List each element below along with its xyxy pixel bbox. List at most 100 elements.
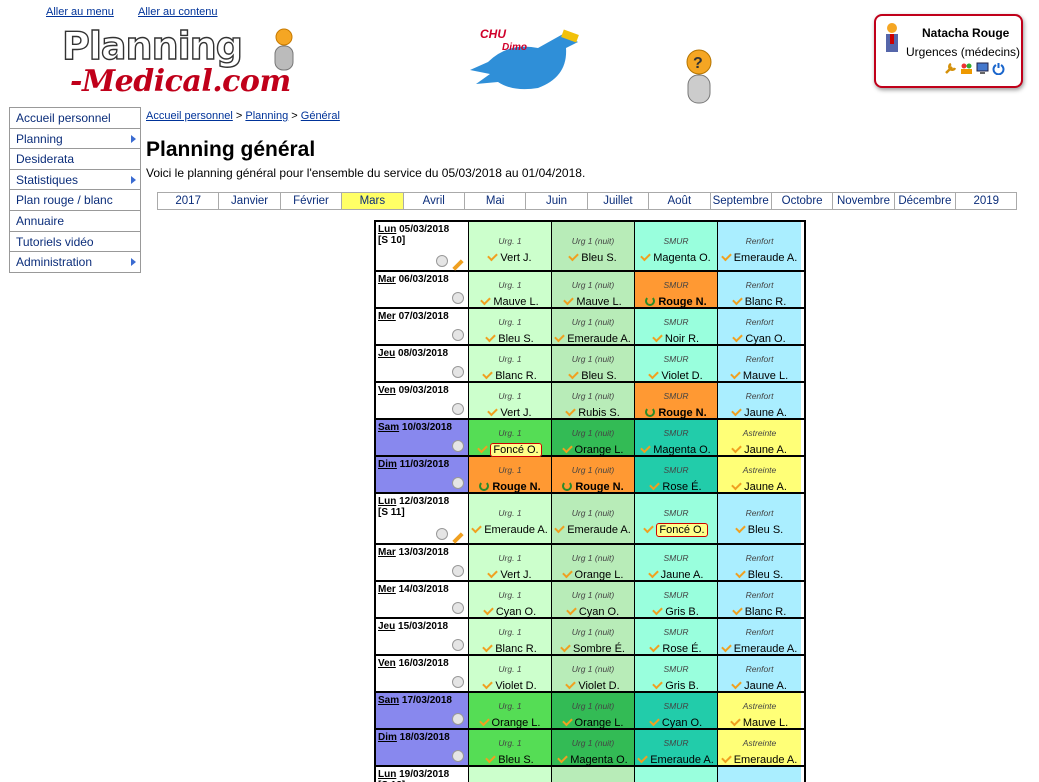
day-name-link[interactable]: Mer (378, 584, 396, 595)
day-name-link[interactable]: Dim (378, 732, 397, 743)
shift-cell[interactable]: SMUR Noir R. (635, 309, 718, 345)
add-icon[interactable] (436, 255, 448, 267)
monitor-icon[interactable] (976, 62, 989, 75)
shift-cell[interactable]: Renfort Emeraude A. (718, 619, 801, 655)
menu-item-administration[interactable]: Administration (10, 252, 140, 272)
logout-power-icon[interactable] (992, 62, 1005, 75)
shift-cell[interactable]: Urg 1 (nuit) Orange L. (552, 693, 635, 729)
add-icon[interactable] (452, 329, 464, 341)
month-link[interactable]: 2019 (973, 195, 1000, 207)
add-icon[interactable] (436, 528, 448, 540)
day-name-link[interactable]: Jeu (378, 348, 396, 359)
add-icon[interactable] (452, 713, 464, 725)
day-name-link[interactable]: Jeu (378, 621, 396, 632)
menu-item-planning[interactable]: Planning (10, 129, 140, 150)
shift-cell[interactable]: SMUR Gris B. (635, 656, 718, 692)
add-icon[interactable] (452, 639, 464, 651)
shift-cell[interactable]: SMUR Rose É. (635, 619, 718, 655)
menu-item-desiderata[interactable]: Desiderata (10, 149, 140, 170)
shift-cell[interactable]: Urg. 1 Vert J. (469, 545, 552, 581)
shift-cell[interactable]: SMUR Cyan O. (635, 693, 718, 729)
add-icon[interactable] (452, 750, 464, 762)
breadcrumb-general-link[interactable]: Général (300, 110, 340, 122)
shift-cell[interactable]: Renfort Mauve L. (718, 346, 801, 382)
menu-item-statistiques[interactable]: Statistiques (10, 170, 140, 191)
shift-cell[interactable]: SMUR Rouge N. (635, 272, 718, 308)
menu-item-accueil-personnel[interactable]: Accueil personnel (10, 108, 140, 129)
add-icon[interactable] (452, 565, 464, 577)
day-name-link[interactable]: Sam (378, 695, 400, 706)
month-link[interactable]: Mai (465, 193, 527, 209)
add-icon[interactable] (452, 676, 464, 688)
shift-cell[interactable]: Urg 1 (nuit) Rubis S. (552, 383, 635, 419)
users-icon[interactable] (960, 62, 973, 75)
day-name-link[interactable]: Mar (378, 547, 396, 558)
shift-cell[interactable]: Urg 1 (nuit) Emeraude A. (552, 309, 635, 345)
day-name-link[interactable]: Mer (378, 311, 396, 322)
add-icon[interactable] (452, 366, 464, 378)
shift-cell[interactable]: SMUR Magenta O. (635, 222, 718, 270)
add-icon[interactable] (452, 440, 464, 452)
shift-cell[interactable]: Urg 1 (nuit) Orange L. (552, 420, 635, 456)
shift-cell[interactable]: Urg 1 (nuit) Cyan O. (552, 582, 635, 618)
add-icon[interactable] (452, 477, 464, 489)
shift-cell[interactable]: Urg. 1 Rouge N. (469, 457, 552, 493)
shift-cell[interactable]: Urg. 1 Blanc R. (469, 619, 552, 655)
shift-cell[interactable]: Urg 1 (nuit) Orange L. (552, 545, 635, 581)
month-link[interactable]: Septembre (711, 193, 772, 209)
shift-cell[interactable]: Urg. 1 Bleu S. (469, 730, 552, 766)
shift-cell[interactable]: Astreinte Emeraude A. (718, 730, 801, 766)
shift-cell[interactable]: SMUR Foncé O. (635, 494, 718, 543)
shift-cell[interactable]: SMUR Violet D. (635, 346, 718, 382)
month-link[interactable]: 2017 (158, 193, 220, 209)
day-name-link[interactable]: Lun (378, 224, 397, 235)
shift-cell[interactable]: Renfort Jaune A. (718, 383, 801, 419)
month-link[interactable]: Avril (404, 193, 465, 209)
settings-wrench-icon[interactable] (944, 62, 957, 75)
shift-cell[interactable]: Urg 1 (nuit) Bleu S. (552, 222, 635, 270)
day-name-link[interactable]: Dim (378, 459, 397, 470)
add-icon[interactable] (452, 292, 464, 304)
breadcrumb-planning-link[interactable]: Planning (245, 110, 289, 122)
shift-cell[interactable]: Urg 1 (nuit) Bleu S. (552, 346, 635, 382)
skip-to-menu-link[interactable]: Aller au menu (46, 6, 114, 18)
shift-cell[interactable]: Renfort Bleu S. (718, 545, 801, 581)
shift-cell[interactable]: Urg. 1 Violet D. (469, 656, 552, 692)
menu-item-tutoriels-vid-o[interactable]: Tutoriels vidéo (10, 232, 140, 253)
skip-to-content-link[interactable]: Aller au contenu (138, 6, 218, 18)
day-name-link[interactable]: Lun (378, 496, 397, 507)
shift-cell[interactable]: SMURRubis S. (635, 767, 718, 782)
shift-cell[interactable]: Urg. 1 Emeraude A. (469, 494, 552, 543)
shift-cell[interactable]: SMUR Emeraude A. (635, 730, 718, 766)
month-link[interactable]: Août (649, 193, 711, 209)
shift-cell[interactable]: Renfort Bleu S. (718, 494, 801, 543)
month-link[interactable]: Mars (342, 193, 404, 209)
edit-pencil-icon[interactable] (452, 532, 464, 544)
shift-cell[interactable]: Urg 1 (nuit) Sombre É. (552, 619, 635, 655)
shift-cell[interactable]: Astreinte Jaune A. (718, 457, 801, 493)
help-icon[interactable]: ? (682, 48, 716, 104)
shift-cell[interactable]: Urg. 1 Bleu S. (469, 309, 552, 345)
shift-cell[interactable]: Urg 1 (nuit) Violet D. (552, 656, 635, 692)
shift-cell[interactable]: SMUR Magenta O. (635, 420, 718, 456)
shift-cell[interactable]: Urg. 1 Mauve L. (469, 272, 552, 308)
shift-cell[interactable]: Urg 1 (nuit) Mauve L. (552, 272, 635, 308)
day-name-link[interactable]: Mar (378, 274, 396, 285)
add-icon[interactable] (452, 403, 464, 415)
month-link[interactable]: Février (281, 193, 343, 209)
month-link[interactable]: Décembre (895, 193, 957, 209)
add-icon[interactable] (452, 602, 464, 614)
shift-cell[interactable]: Urg. 1 Vert J. (469, 383, 552, 419)
shift-cell[interactable]: Urg. 1 Orange L. (469, 693, 552, 729)
shift-cell[interactable]: Urg 1 (nuit) Rouge N. (552, 457, 635, 493)
month-link[interactable]: Novembre (833, 193, 895, 209)
month-link[interactable]: Juin (526, 193, 588, 209)
shift-cell[interactable]: Renfort Cyan O. (718, 309, 801, 345)
menu-item-plan-rouge-blanc[interactable]: Plan rouge / blanc (10, 190, 140, 211)
day-name-link[interactable]: Sam (378, 422, 400, 433)
